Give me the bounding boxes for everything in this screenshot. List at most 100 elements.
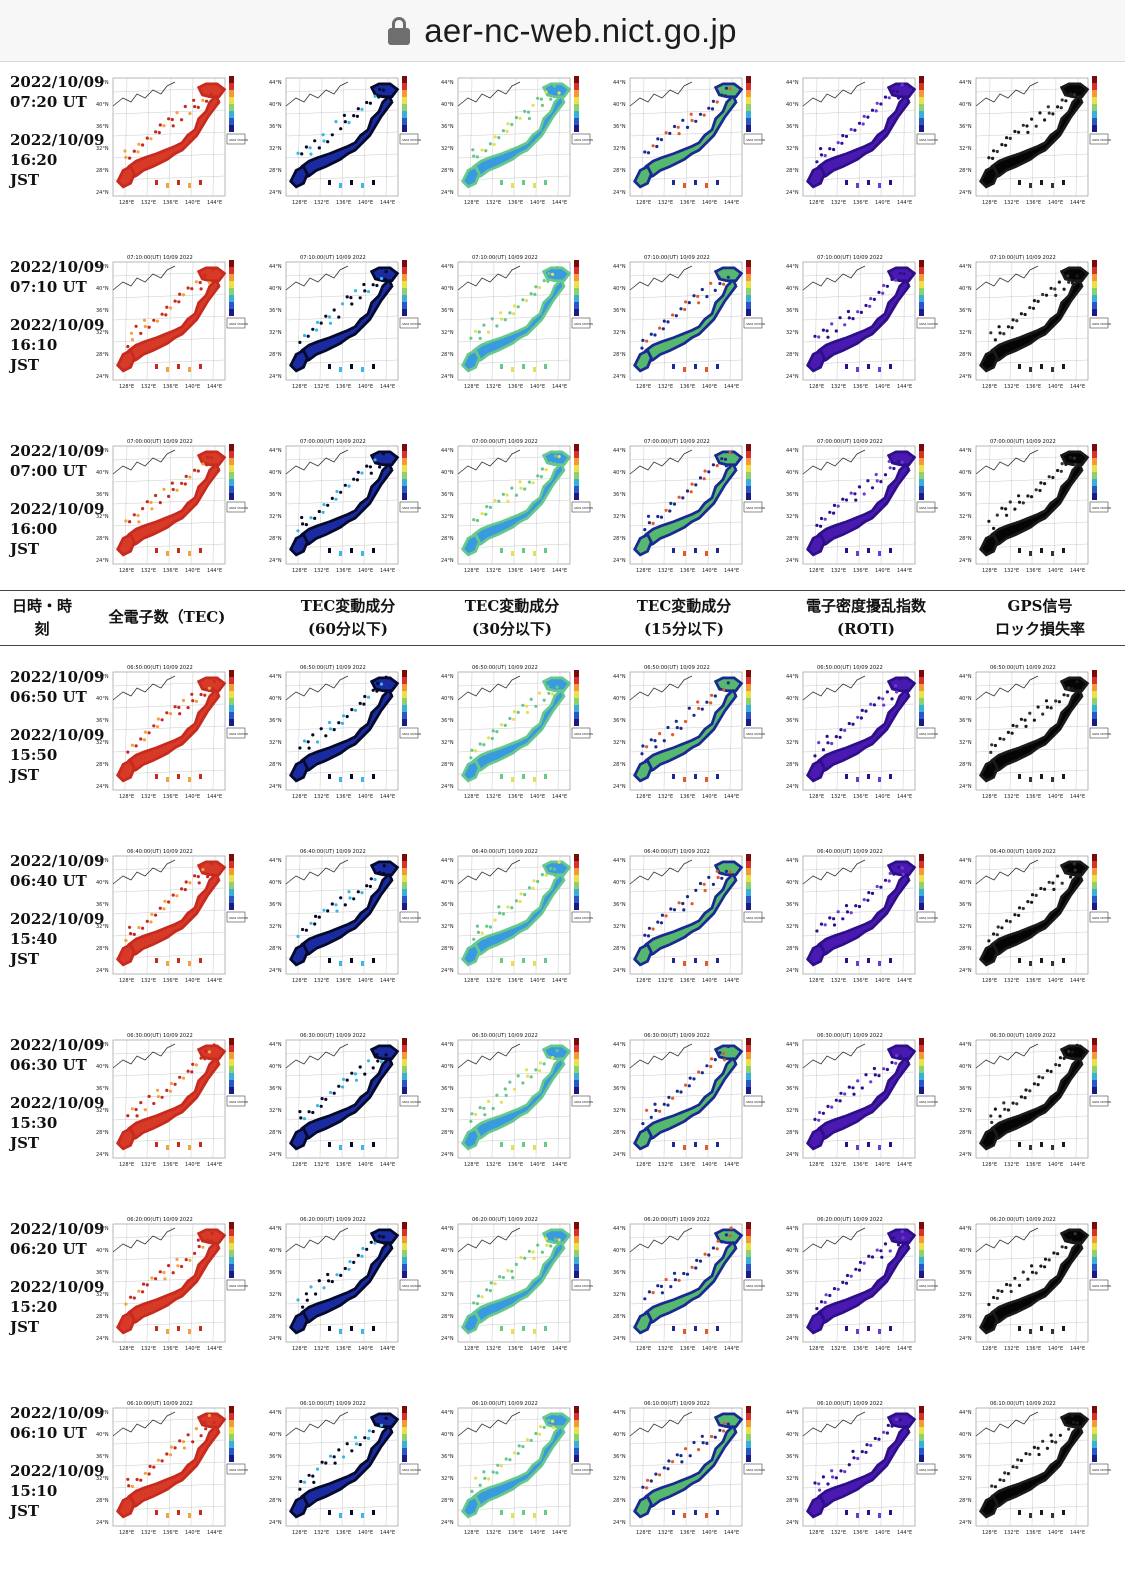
lon-label: 132°E <box>141 568 156 574</box>
lon-label: 128°E <box>809 1162 824 1168</box>
tec15-map[interactable]: 44°N 40°N 36°N 32°N 28°N 24°N 128°E 132°E 136°E 1… <box>612 1214 772 1356</box>
tec30-map[interactable]: 44°N 40°N 36°N 32°N 28°N 24°N 128°E 132°E 136°E 1… <box>440 436 600 578</box>
tec30-map[interactable]: 44°N 40°N 36°N 32°N 28°N 24°N 128°E 132°E 136°E 1… <box>440 68 600 210</box>
lat-label: 32°N <box>269 514 282 520</box>
tec30-map[interactable]: 44°N 40°N 36°N 32°N 28°N 24°N 128°E 132°E 136°E 1… <box>440 1214 600 1356</box>
tec60-map[interactable]: 44°N 40°N 36°N 32°N 28°N 24°N 128°E 132°E 136°E 1… <box>268 1030 428 1172</box>
lon-label: 144°E <box>1070 384 1085 390</box>
tec-map[interactable]: 44°N 40°N 36°N 32°N 28°N 24°N 128°E 132°E 136°E 1… <box>95 846 255 988</box>
lat-label: 24°N <box>441 190 454 196</box>
lat-label: 28°N <box>786 536 799 542</box>
tec60-map[interactable]: 44°N 40°N 36°N 32°N 28°N 24°N 128°E 132°E 136°E 1… <box>268 436 428 578</box>
legend-box-label: GNSS STATION <box>746 732 765 736</box>
lat-label: 28°N <box>441 352 454 358</box>
legend-box-label: GNSS STATION <box>746 1468 765 1472</box>
lon-label: 136°E <box>163 384 178 390</box>
lat-label: 40°N <box>441 1064 454 1070</box>
lol-map[interactable]: 44°N 40°N 36°N 32°N 28°N 24°N 128°E 132°E 136°E 1… <box>958 68 1118 210</box>
tec15-map[interactable]: 44°N 40°N 36°N 32°N 28°N 24°N 128°E 132°E 136°E 1… <box>612 662 772 804</box>
lat-label: 36°N <box>96 902 109 908</box>
lat-label: 24°N <box>613 784 626 790</box>
lol-map[interactable]: 44°N 40°N 36°N 32°N 28°N 24°N 128°E 132°E 136°E 1… <box>958 1398 1118 1540</box>
lon-label: 132°E <box>141 794 156 800</box>
roti-map[interactable]: 44°N 40°N 36°N 32°N 28°N 24°N 128°E 132°E 136°E 1… <box>785 1214 945 1356</box>
lat-label: 40°N <box>786 102 799 108</box>
lon-label: 128°E <box>292 1346 307 1352</box>
lat-label: 32°N <box>786 1292 799 1298</box>
lat-label: 28°N <box>269 1130 282 1136</box>
tec15-map[interactable]: 44°N 40°N 36°N 32°N 28°N 24°N 128°E 132°E 136°E 1… <box>612 436 772 578</box>
lat-label: 44°N <box>441 858 454 864</box>
lat-label: 36°N <box>959 492 972 498</box>
lol-map[interactable]: 44°N 40°N 36°N 32°N 28°N 24°N 128°E 132°E 136°E 1… <box>958 436 1118 578</box>
lon-label: 136°E <box>336 568 351 574</box>
lat-label: 28°N <box>96 168 109 174</box>
lat-label: 32°N <box>269 1292 282 1298</box>
tec-map[interactable]: 44°N 40°N 36°N 32°N 28°N 24°N 128°E 132°E 136°E 1… <box>95 1214 255 1356</box>
lat-label: 44°N <box>269 1410 282 1416</box>
tec60-map[interactable]: 44°N 40°N 36°N 32°N 28°N 24°N 128°E 132°E 136°E 1… <box>268 662 428 804</box>
tec-map[interactable]: 44°N 40°N 36°N 32°N 28°N 24°N 128°E 132°E 136°E 1… <box>95 68 255 210</box>
roti-map[interactable]: 44°N 40°N 36°N 32°N 28°N 24°N 128°E 132°E 136°E 1… <box>785 436 945 578</box>
tec-map[interactable]: 44°N 40°N 36°N 32°N 28°N 24°N 128°E 132°E 136°E 1… <box>95 436 255 578</box>
lol-map[interactable]: 44°N 40°N 36°N 32°N 28°N 24°N 128°E 132°E 136°E 1… <box>958 252 1118 394</box>
tec-map[interactable]: 44°N 40°N 36°N 32°N 28°N 24°N 128°E 132°E 136°E 1… <box>95 662 255 804</box>
header-tec: 全電子数（TEC) <box>92 606 242 629</box>
tec15-map[interactable]: 44°N 40°N 36°N 32°N 28°N 24°N 128°E 132°E 136°E 1… <box>612 1398 772 1540</box>
roti-map[interactable]: 44°N 40°N 36°N 32°N 28°N 24°N 128°E 132°E 136°E 1… <box>785 662 945 804</box>
lon-label: 128°E <box>982 1346 997 1352</box>
lon-label: 128°E <box>119 1530 134 1536</box>
tec15-map[interactable]: 44°N 40°N 36°N 32°N 28°N 24°N 128°E 132°E 136°E 1… <box>612 846 772 988</box>
roti-map[interactable]: 44°N 40°N 36°N 32°N 28°N 24°N 128°E 132°E 136°E 1… <box>785 1398 945 1540</box>
lon-label: 132°E <box>1004 568 1019 574</box>
tec-map[interactable]: 44°N 40°N 36°N 32°N 28°N 24°N 128°E 132°E 136°E 1… <box>95 252 255 394</box>
lon-label: 140°E <box>1048 794 1063 800</box>
lon-label: 144°E <box>380 1530 395 1536</box>
header-tec30-line1: TEC変動成分 <box>464 597 560 615</box>
lat-label: 40°N <box>959 286 972 292</box>
map-title: 06:40:00(UT) 10/09 2022 <box>300 849 366 855</box>
tec30-map[interactable]: 44°N 40°N 36°N 32°N 28°N 24°N 128°E 132°E 136°E 1… <box>440 1030 600 1172</box>
header-lol: GPS信号 ロック損失率 <box>960 595 1120 641</box>
lat-label: 44°N <box>96 80 109 86</box>
lol-map[interactable]: 44°N 40°N 36°N 32°N 28°N 24°N 128°E 132°E 136°E 1… <box>958 846 1118 988</box>
roti-map[interactable]: 44°N 40°N 36°N 32°N 28°N 24°N 128°E 132°E 136°E 1… <box>785 252 945 394</box>
tec60-map[interactable]: 44°N 40°N 36°N 32°N 28°N 24°N 128°E 132°E 136°E 1… <box>268 1214 428 1356</box>
tec60-map[interactable]: 44°N 40°N 36°N 32°N 28°N 24°N 128°E 132°E 136°E 1… <box>268 68 428 210</box>
tec30-map[interactable]: 44°N 40°N 36°N 32°N 28°N 24°N 128°E 132°E 136°E 1… <box>440 1398 600 1540</box>
tec-map[interactable]: 44°N 40°N 36°N 32°N 28°N 24°N 128°E 132°E 136°E 1… <box>95 1030 255 1172</box>
lol-map[interactable]: 44°N 40°N 36°N 32°N 28°N 24°N 128°E 132°E 136°E 1… <box>958 662 1118 804</box>
tec15-map[interactable]: 44°N 40°N 36°N 32°N 28°N 24°N 128°E 132°E 136°E 1… <box>612 252 772 394</box>
lat-label: 36°N <box>613 1270 626 1276</box>
lat-label: 44°N <box>613 264 626 270</box>
lon-label: 128°E <box>292 794 307 800</box>
lon-label: 128°E <box>464 200 479 206</box>
tec30-map[interactable]: 44°N 40°N 36°N 32°N 28°N 24°N 128°E 132°E 136°E 1… <box>440 662 600 804</box>
tec15-map[interactable]: 44°N 40°N 36°N 32°N 28°N 24°N 128°E 132°E 136°E 1… <box>612 68 772 210</box>
tec-map[interactable]: 44°N 40°N 36°N 32°N 28°N 24°N 128°E 132°E 136°E 1… <box>95 1398 255 1540</box>
address-bar[interactable]: aer-nc-web.nict.go.jp <box>0 0 1125 62</box>
roti-map[interactable]: 44°N 40°N 36°N 32°N 28°N 24°N 128°E 132°E 136°E 1… <box>785 68 945 210</box>
tec15-map[interactable]: 44°N 40°N 36°N 32°N 28°N 24°N 128°E 132°E 136°E 1… <box>612 1030 772 1172</box>
lon-label: 144°E <box>724 1162 739 1168</box>
tec30-map[interactable]: 44°N 40°N 36°N 32°N 28°N 24°N 128°E 132°E 136°E 1… <box>440 846 600 988</box>
lol-map[interactable]: 44°N 40°N 36°N 32°N 28°N 24°N 128°E 132°E 136°E 1… <box>958 1030 1118 1172</box>
lat-label: 44°N <box>269 674 282 680</box>
tec30-map[interactable]: 44°N 40°N 36°N 32°N 28°N 24°N 128°E 132°E 136°E 1… <box>440 252 600 394</box>
header-tec60: TEC変動成分 (60分以下) <box>268 595 428 641</box>
table-row: 2022/10/09 06:30 UT 2022/10/09 15:30 JST 44°N… <box>0 1030 1125 1214</box>
jst-label: JST <box>10 766 40 784</box>
tec60-map[interactable]: 44°N 40°N 36°N 32°N 28°N 24°N 128°E 132°E 136°E 1… <box>268 252 428 394</box>
lat-label: 24°N <box>959 784 972 790</box>
lat-label: 24°N <box>613 558 626 564</box>
map-title: 07:00:00(UT) 10/09 2022 <box>472 439 538 445</box>
map-title: 07:10:00(UT) 10/09 2022 <box>990 255 1056 261</box>
tec60-map[interactable]: 44°N 40°N 36°N 32°N 28°N 24°N 128°E 132°E 136°E 1… <box>268 846 428 988</box>
tec60-map[interactable]: 44°N 40°N 36°N 32°N 28°N 24°N 128°E 132°E 136°E 1… <box>268 1398 428 1540</box>
header-tec15-line1: TEC変動成分 <box>636 597 732 615</box>
lol-map[interactable]: 44°N 40°N 36°N 32°N 28°N 24°N 128°E 132°E 136°E 1… <box>958 1214 1118 1356</box>
lon-label: 144°E <box>1070 794 1085 800</box>
roti-map[interactable]: 44°N 40°N 36°N 32°N 28°N 24°N 128°E 132°E 136°E 1… <box>785 846 945 988</box>
lat-label: 40°N <box>269 470 282 476</box>
roti-map[interactable]: 44°N 40°N 36°N 32°N 28°N 24°N 128°E 132°E 136°E 1… <box>785 1030 945 1172</box>
